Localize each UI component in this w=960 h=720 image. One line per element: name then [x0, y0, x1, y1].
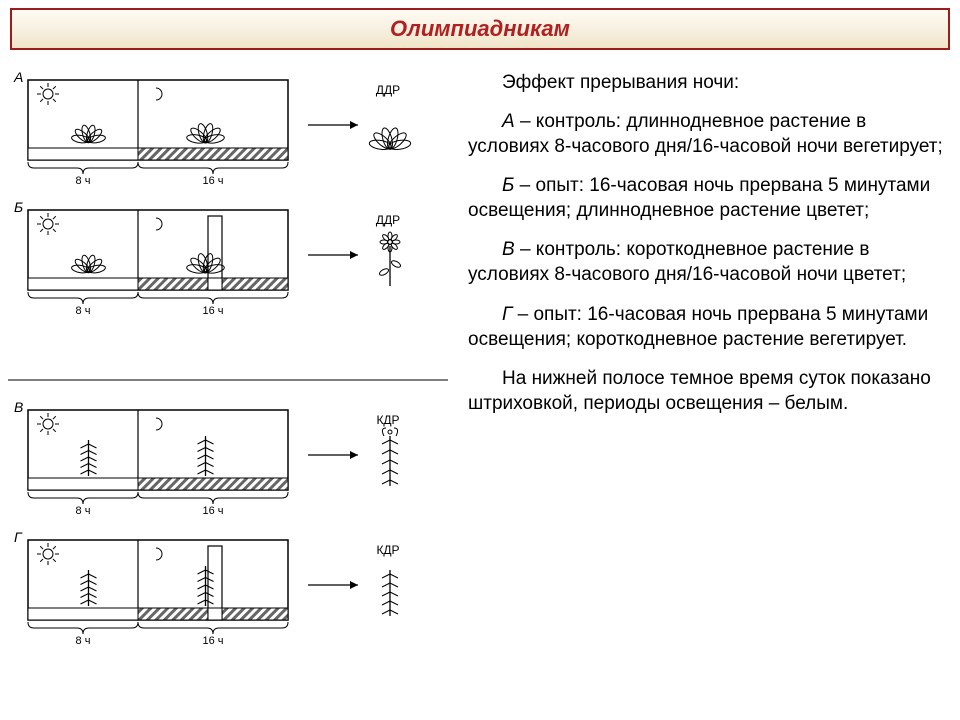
svg-text:КДР: КДР: [376, 413, 399, 427]
para-v: В – контроль: короткодневное растение в …: [468, 237, 948, 287]
svg-text:КДР: КДР: [376, 543, 399, 557]
diagram-column: А 8 ч 16 ч ДДР Б 8 ч 16 ч ДДР В 8 ч 16 ч КДР Г 8 ч 16 …: [8, 70, 448, 710]
body-v: – контроль: короткодневное растение в ус…: [468, 239, 906, 285]
svg-text:16 ч: 16 ч: [202, 505, 223, 517]
text-column: Эффект прерывания ночи: А – контроль: дл…: [448, 70, 948, 710]
title-banner: Олимпиадникам: [10, 8, 950, 50]
label-v: В: [502, 239, 515, 260]
svg-text:8 ч: 8 ч: [76, 505, 91, 517]
slide-root: Олимпиадникам А 8 ч 16 ч ДДР Б 8 ч 16 ч ДДР В 8 ч…: [0, 0, 960, 720]
svg-text:ДДР: ДДР: [376, 213, 400, 227]
label-a: А: [502, 111, 515, 132]
para-g: Г – опыт: 16-часовая ночь прервана 5 мин…: [468, 302, 948, 352]
svg-text:А: А: [13, 70, 23, 85]
svg-text:16 ч: 16 ч: [202, 635, 223, 647]
svg-text:Б: Б: [14, 199, 23, 215]
text-heading: Эффект прерывания ночи:: [468, 70, 948, 95]
label-g: Г: [502, 304, 512, 325]
svg-text:В: В: [14, 399, 23, 415]
svg-text:ДДР: ДДР: [376, 83, 400, 97]
content-area: А 8 ч 16 ч ДДР Б 8 ч 16 ч ДДР В 8 ч 16 ч КДР Г 8 ч 16 …: [8, 70, 948, 710]
svg-text:16 ч: 16 ч: [202, 305, 223, 317]
photoperiod-diagram: А 8 ч 16 ч ДДР Б 8 ч 16 ч ДДР В 8 ч 16 ч КДР Г 8 ч 16 …: [8, 70, 448, 690]
body-b: – опыт: 16-часовая ночь прервана 5 минут…: [468, 175, 930, 221]
svg-text:8 ч: 8 ч: [76, 305, 91, 317]
label-b: Б: [502, 175, 514, 196]
svg-text:Г: Г: [14, 529, 23, 545]
body-a: – контроль: длиннодневное растение в усл…: [468, 111, 943, 157]
title-text: Олимпиадникам: [390, 16, 570, 42]
para-footer: На нижней полосе темное время суток пока…: [468, 366, 948, 416]
svg-text:8 ч: 8 ч: [76, 175, 91, 187]
para-a: А – контроль: длиннодневное растение в у…: [468, 109, 948, 159]
svg-text:16 ч: 16 ч: [202, 175, 223, 187]
body-g: – опыт: 16-часовая ночь прервана 5 минут…: [468, 304, 928, 350]
para-b: Б – опыт: 16-часовая ночь прервана 5 мин…: [468, 173, 948, 223]
svg-text:8 ч: 8 ч: [76, 635, 91, 647]
